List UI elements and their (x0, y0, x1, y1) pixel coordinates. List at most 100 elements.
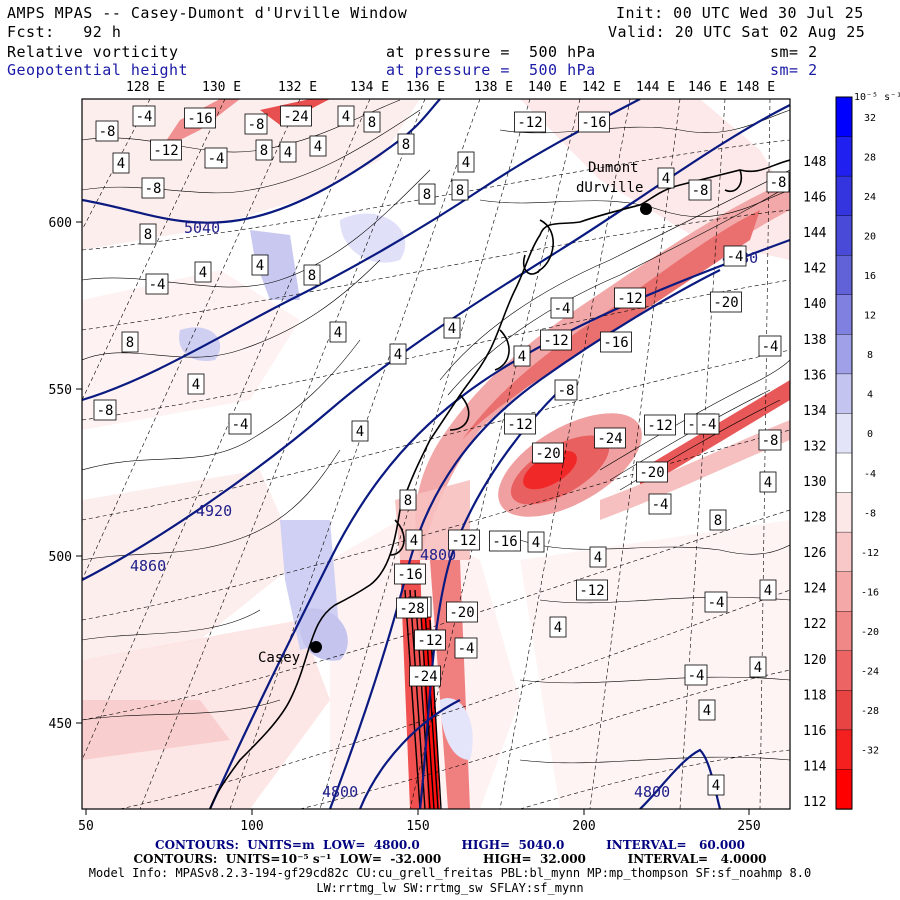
svg-text:-24: -24 (597, 431, 622, 447)
vorticity-label: 8 (397, 133, 415, 155)
vorticity-label: 4 (759, 471, 777, 493)
colorbar-tick-label: -8 (864, 508, 876, 519)
svg-text:8: 8 (456, 183, 464, 199)
svg-text:-8: -8 (762, 433, 779, 449)
vorticity-label: 4 (457, 151, 475, 173)
vorticity-label: 8 (303, 264, 321, 286)
vorticity-label: -4 (758, 335, 782, 357)
svg-text:-8: -8 (692, 183, 709, 199)
vorticity-label: -16 (489, 530, 521, 552)
y-tick-label: 600 (49, 216, 72, 231)
vorticity-label: -4 (704, 591, 728, 613)
right-longitude-labels: 148 E 146 E 144 E 142 E 140 E 138 E 136 E 134 E… (803, 155, 842, 810)
footer-physics-info: LW:rrtmg_lw SW:rrtmg_sw SFLAY:sf_mynn (316, 881, 584, 895)
y-axis: 600 550 500 450 (49, 216, 82, 732)
height-contours (82, 99, 790, 809)
right-longitude-label: 124 E (803, 582, 842, 597)
colorbar-swatch (835, 690, 853, 731)
field2-name: Geopotential height (7, 61, 189, 79)
right-longitude-label: 144 E (803, 226, 842, 241)
longitude-label: 128 E (126, 80, 165, 95)
vorticity-label: -4 (684, 664, 708, 686)
svg-text:-4: -4 (652, 497, 669, 513)
vorticity-label: 4 (589, 546, 607, 568)
height-label: 4920 (196, 502, 232, 520)
vorticity-label: -24 (409, 665, 441, 687)
svg-text:4: 4 (394, 347, 402, 363)
vorticity-label: 4 (549, 616, 567, 638)
svg-text:4: 4 (314, 139, 322, 155)
colorbar-swatch (835, 769, 853, 810)
right-longitude-label: 120 E (803, 653, 842, 668)
svg-text:4: 4 (334, 325, 342, 341)
longitude-label: 132 E (278, 80, 317, 95)
svg-text:-12: -12 (153, 143, 178, 159)
vorticity-label: 4 (187, 373, 205, 395)
colorbar-tick-label: -4 (864, 469, 876, 480)
field1-name: Relative vorticity (7, 43, 179, 61)
colorbar-tick-label: -12 (861, 548, 879, 559)
colorbar-tick-label: -28 (861, 706, 879, 717)
vorticity-label: -4 (550, 297, 574, 319)
right-longitude-label: 128 E (803, 511, 842, 526)
vorticity-label: 4 (279, 141, 297, 163)
colorbar-swatch (835, 294, 853, 336)
colorbar-frame (835, 96, 853, 810)
x-tick-label: 250 (737, 819, 760, 834)
svg-text:-16: -16 (187, 111, 212, 127)
vorticity-label: 8 (451, 179, 469, 201)
svg-text:4: 4 (410, 533, 418, 549)
svg-text:8: 8 (260, 143, 268, 159)
vorticity-label: -16 (578, 111, 610, 133)
svg-text:-12: -12 (647, 418, 672, 434)
station-markers: Dumont dUrville Casey (258, 160, 652, 666)
svg-text:4: 4 (284, 145, 292, 161)
vorticity-label: -4 (145, 273, 169, 295)
right-longitude-label: 114 E (803, 759, 842, 774)
right-longitude-label: 142 E (803, 262, 842, 277)
right-longitude-label: 132 E (803, 439, 842, 454)
svg-text:-4: -4 (136, 109, 153, 125)
right-longitude-label: 118 E (803, 688, 842, 703)
svg-text:-12: -12 (417, 633, 442, 649)
vorticity-label: -20 (446, 601, 478, 623)
svg-text:-8: -8 (558, 383, 575, 399)
colorbar-tick-label: 0 (867, 429, 873, 440)
vorticity-label: -12 (448, 529, 480, 551)
plot-area: Dumont dUrville Casey 5040 4980 4920 486… (82, 99, 790, 809)
vorticity-label: -16 (184, 107, 216, 129)
colorbar-swatch (835, 215, 853, 256)
vorticity-label: -20 (636, 461, 668, 483)
right-longitude-label: 148 E (803, 155, 842, 170)
vorticity-label: -8 (688, 179, 712, 201)
vorticity-label: -4 (132, 105, 156, 127)
svg-text:-4: -4 (727, 249, 744, 265)
x-tick-label: 50 (78, 819, 94, 834)
valid-time: Valid: 20 UTC Sat 02 Aug 25 (608, 23, 866, 41)
height-label: 4800 (420, 546, 456, 564)
colorbar-tick-label: -20 (861, 627, 879, 638)
vorticity-label: 4 (112, 152, 130, 174)
longitude-label: 134 E (350, 80, 389, 95)
svg-text:-4: -4 (708, 595, 725, 611)
colorbar-swatch (835, 492, 853, 533)
colorbar-tick-label: 24 (864, 192, 876, 203)
vorticity-label: -4 (723, 245, 747, 267)
svg-text:4: 4 (754, 660, 762, 676)
vorticity-label: -16 (600, 331, 632, 353)
colorbar-swatch (835, 334, 853, 375)
plot-frame (81, 98, 791, 810)
right-longitude-label: 130 E (803, 475, 842, 490)
svg-text:-16: -16 (581, 115, 606, 131)
svg-text:4: 4 (117, 156, 125, 172)
vorticity-label: -8 (244, 113, 268, 135)
vorticity-label: -4 (454, 637, 478, 659)
vorticity-label: 4 (759, 579, 777, 601)
svg-text:4: 4 (662, 171, 670, 187)
colorbar-swatch (835, 96, 853, 138)
vorticity-label: 4 (749, 656, 767, 678)
vorticity-label: -12 (514, 111, 546, 133)
svg-text:-8: -8 (99, 124, 116, 140)
svg-text:8: 8 (368, 115, 376, 131)
